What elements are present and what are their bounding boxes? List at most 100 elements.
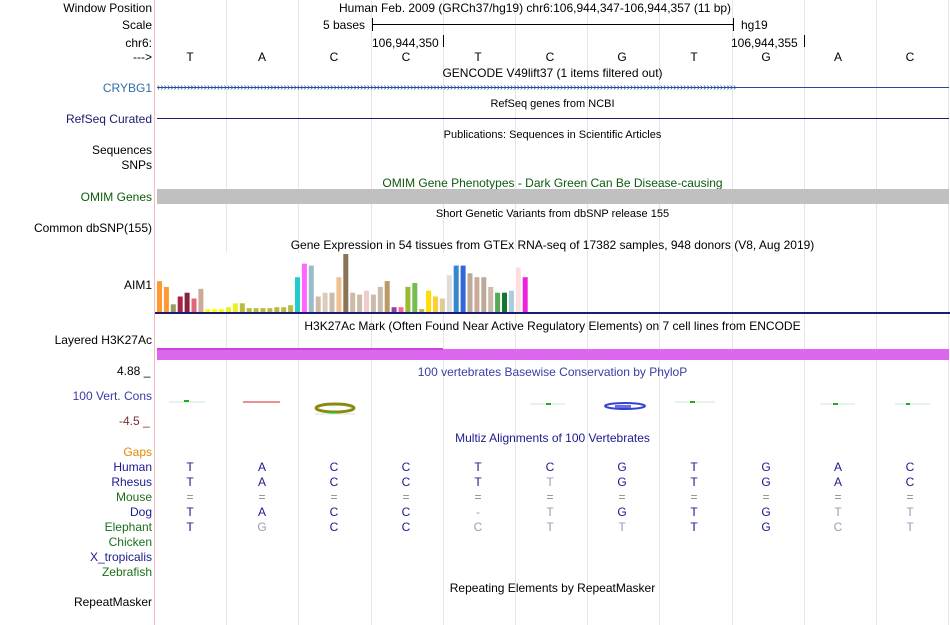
- multiz-species-label[interactable]: Elephant: [104, 520, 152, 534]
- gtex-tissue-bar[interactable]: [502, 292, 507, 312]
- gtex-tissue-bar[interactable]: [433, 296, 438, 313]
- gtex-tissue-bar[interactable]: [219, 309, 225, 312]
- gtex-tissue-bar[interactable]: [281, 307, 287, 312]
- sequence-base: G: [617, 50, 627, 64]
- multiz-species-label[interactable]: Dog: [129, 505, 152, 519]
- multiz-species-label[interactable]: Rhesus: [111, 475, 152, 489]
- dbsnp-track-title[interactable]: Short Genetic Variants from dbSNP releas…: [435, 208, 670, 220]
- multiz-species-label[interactable]: X_tropicalis: [89, 550, 152, 564]
- gtex-tissue-bar[interactable]: [157, 281, 162, 312]
- window-position-value: Human Feb. 2009 (GRCh37/hg19) chr6:106,9…: [339, 1, 732, 15]
- gtex-tissue-bar[interactable]: [391, 307, 397, 312]
- multiz-base: A: [257, 460, 266, 474]
- gtex-tissue-bar[interactable]: [364, 290, 369, 312]
- gtex-tissue-bar[interactable]: [246, 308, 252, 312]
- gtex-tissue-bar[interactable]: [467, 273, 473, 312]
- gtex-tissue-bar[interactable]: [453, 265, 459, 312]
- gencode-track-title[interactable]: GENCODE V49lift37 (1 items filtered out): [442, 66, 663, 80]
- publications-track-title[interactable]: Publications: Sequences in Scientific Ar…: [443, 129, 662, 141]
- gtex-tissue-bar[interactable]: [177, 296, 183, 313]
- gtex-tissue-bar[interactable]: [439, 298, 445, 313]
- gtex-tissue-bar[interactable]: [288, 305, 294, 312]
- multiz-track-title[interactable]: Multiz Alignments of 100 Vertebrates: [455, 431, 650, 445]
- multiz-base: T: [546, 520, 554, 534]
- gtex-tissue-bar[interactable]: [253, 308, 259, 312]
- gtex-track-title[interactable]: Gene Expression in 54 tissues from GTEx …: [290, 238, 815, 252]
- gtex-tissue-bar[interactable]: [474, 277, 480, 312]
- gencode-gene-label[interactable]: CRYBG1: [102, 81, 152, 95]
- gtex-tissue-bar[interactable]: [495, 292, 501, 312]
- multiz-base: T: [690, 460, 698, 474]
- gtex-tissue-bar[interactable]: [315, 296, 321, 313]
- gtex-tissue-bar[interactable]: [301, 263, 307, 312]
- gtex-tissue-bar[interactable]: [350, 292, 356, 312]
- gtex-tissue-bar[interactable]: [522, 277, 528, 312]
- multiz-base: G: [761, 505, 771, 519]
- publications-snps-label[interactable]: SNPs: [121, 158, 152, 172]
- omim-feature-bar[interactable]: [157, 189, 949, 204]
- gtex-tissue-bar[interactable]: [508, 290, 514, 312]
- multiz-species-label[interactable]: Mouse: [115, 490, 152, 504]
- gtex-tissue-bar[interactable]: [205, 309, 211, 312]
- refseq-label[interactable]: RefSeq Curated: [65, 112, 152, 126]
- gtex-tissue-bar[interactable]: [329, 292, 335, 312]
- gtex-tissue-bar[interactable]: [336, 277, 342, 312]
- gtex-tissue-bar[interactable]: [405, 286, 411, 312]
- phylop-min-label: -4.5 _: [119, 414, 150, 428]
- gtex-tissue-bar[interactable]: [343, 254, 349, 312]
- gtex-tissue-bar[interactable]: [295, 277, 300, 312]
- multiz-gaps-label[interactable]: Gaps: [123, 445, 152, 459]
- multiz-base: G: [617, 505, 627, 519]
- h3k27ac-label[interactable]: Layered H3K27Ac: [54, 333, 152, 347]
- gtex-tissue-bar[interactable]: [384, 281, 390, 312]
- gtex-tissue-bar[interactable]: [426, 290, 432, 312]
- multiz-species-label[interactable]: Chicken: [108, 535, 152, 549]
- gtex-tissue-bar[interactable]: [377, 286, 383, 312]
- gtex-tissue-bar[interactable]: [460, 265, 466, 312]
- publications-sequences-label[interactable]: Sequences: [91, 143, 152, 157]
- multiz-base: =: [906, 490, 914, 504]
- h3k27ac-signal-bar[interactable]: [157, 349, 949, 360]
- multiz-species-label[interactable]: Human: [113, 460, 152, 474]
- gtex-tissue-bar[interactable]: [198, 288, 204, 312]
- gtex-bar-chart[interactable]: [155, 252, 950, 315]
- refseq-gene-line[interactable]: [157, 118, 949, 119]
- gtex-tissue-bar[interactable]: [212, 309, 218, 312]
- gtex-gene-label[interactable]: AIM1: [123, 278, 152, 292]
- gtex-tissue-bar[interactable]: [412, 283, 418, 312]
- omim-track-title[interactable]: OMIM Gene Phenotypes - Dark Green Can Be…: [382, 176, 723, 190]
- gtex-tissue-bar[interactable]: [239, 303, 245, 312]
- gtex-tissue-bar[interactable]: [488, 286, 494, 312]
- gtex-tissue-bar[interactable]: [191, 298, 197, 313]
- gtex-tissue-bar[interactable]: [370, 294, 376, 312]
- refseq-track-title[interactable]: RefSeq genes from NCBI: [490, 98, 615, 110]
- phylop-label[interactable]: 100 Vert. Cons: [72, 389, 152, 403]
- gtex-tissue-bar[interactable]: [308, 265, 314, 312]
- repeatmasker-track-title[interactable]: Repeating Elements by RepeatMasker: [449, 581, 656, 595]
- repeatmasker-label[interactable]: RepeatMasker: [73, 595, 152, 609]
- phylop-conservation-plot[interactable]: [155, 395, 950, 420]
- gtex-tissue-bar[interactable]: [357, 294, 363, 312]
- gencode-gene-strand-arrows[interactable]: ››››››››››››››››››››››››››››››››››››››››…: [157, 81, 949, 95]
- gtex-tissue-bar[interactable]: [322, 292, 328, 312]
- phylop-track-title[interactable]: 100 vertebrates Basewise Conservation by…: [417, 365, 688, 379]
- multiz-species-label[interactable]: Zebrafish: [101, 565, 152, 579]
- gtex-tissue-bar[interactable]: [481, 277, 487, 312]
- gtex-tissue-bar[interactable]: [419, 309, 425, 312]
- multiz-base: =: [258, 490, 266, 504]
- gtex-tissue-bar[interactable]: [446, 275, 452, 312]
- gtex-tissue-bar[interactable]: [267, 308, 273, 312]
- gtex-tissue-bar[interactable]: [170, 304, 176, 312]
- dbsnp-label[interactable]: Common dbSNP(155): [33, 221, 152, 235]
- gtex-tissue-bar[interactable]: [398, 307, 404, 312]
- multiz-base: C: [401, 460, 411, 474]
- gtex-tissue-bar[interactable]: [163, 286, 169, 312]
- gtex-tissue-bar[interactable]: [232, 303, 238, 312]
- gtex-tissue-bar[interactable]: [260, 308, 266, 312]
- gtex-tissue-bar[interactable]: [226, 307, 231, 312]
- gtex-tissue-bar[interactable]: [274, 307, 280, 312]
- h3k27ac-track-title[interactable]: H3K27Ac Mark (Often Found Near Active Re…: [304, 319, 801, 333]
- omim-label[interactable]: OMIM Genes: [80, 190, 152, 204]
- gtex-tissue-bar[interactable]: [184, 292, 190, 312]
- gtex-tissue-bar[interactable]: [515, 267, 521, 313]
